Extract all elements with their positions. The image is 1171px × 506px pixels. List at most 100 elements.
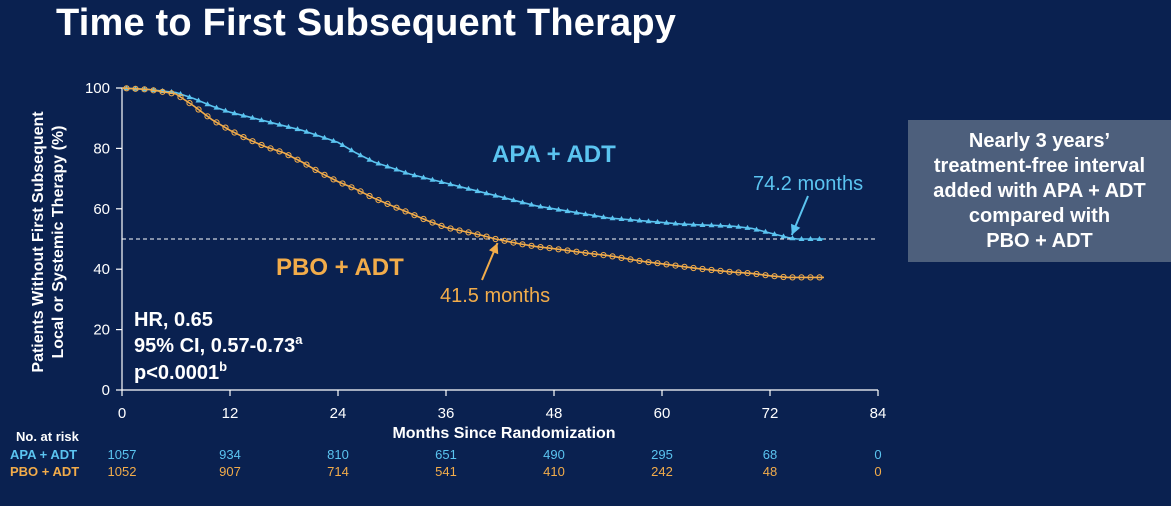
censor-marker-apa [330,137,337,143]
x-tick-label: 24 [330,405,347,422]
censor-marker-apa [186,94,193,100]
censor-marker-pbo [699,265,706,273]
censor-marker-apa [393,166,400,172]
censor-marker-pbo [591,250,598,258]
censor-marker-apa [573,209,580,215]
censor-marker-apa [249,114,256,120]
censor-marker-apa [204,101,211,107]
censor-marker-apa [717,222,724,228]
censor-marker-apa [402,169,409,175]
censor-marker-apa [771,231,778,237]
censor-marker-pbo [780,273,787,281]
censor-marker-pbo [321,171,328,178]
callout-line: added with APA + ADT [933,179,1146,202]
censor-marker-apa [357,152,364,158]
censor-marker-pbo [420,215,427,223]
callout-box: Nearly 3 years’ treatment-free interval … [908,120,1171,262]
censor-marker-pbo [411,212,418,219]
censor-marker-apa [321,134,328,140]
y-tick-label: 60 [93,201,110,218]
risk-value: 541 [435,464,457,479]
x-tick-label: 0 [118,405,126,422]
censor-marker-apa [798,236,805,241]
censor-marker-pbo [555,246,562,253]
y-ticks: 0 20 40 60 80 100 [85,80,122,399]
callout-line: treatment-free interval [933,154,1146,177]
censor-marker-apa [816,236,823,241]
y-axis-label-line: Patients Without First Subsequent [30,111,47,373]
censor-marker-pbo [546,245,553,252]
censor-marker-pbo [204,113,211,120]
stats-p-text: p<0.0001 [134,362,219,384]
censor-marker-apa [708,222,715,228]
risk-row-label-apa: APA + ADT [10,447,77,462]
risk-table-values: 1057 934 810 651 490 295 68 0 1052 907 714 541 410 24… [108,447,882,479]
x-ticks: 0 12 24 36 48 60 72 84 [118,390,887,422]
censor-marker-pbo [312,166,319,173]
censor-marker-pbo [582,249,589,256]
annotation-apa: 74.2 months [753,173,863,195]
censor-marker-apa [735,223,742,229]
censor-marker-apa [465,185,472,191]
series-label-pbo: PBO + ADT [276,254,404,281]
y-tick-label: 80 [93,140,110,157]
stats-hr: HR, 0.65 [134,309,213,331]
censor-marker-apa [294,126,301,132]
censor-marker-pbo [159,88,166,95]
censor-marker-pbo [429,219,436,226]
censor-marker-pbo [501,237,508,244]
censor-marker-pbo [708,266,715,274]
censor-marker-pbo [267,145,274,152]
risk-value: 242 [651,464,673,479]
risk-value: 810 [327,447,349,462]
censor-marker-apa [681,221,688,227]
censor-marker-pbo [717,267,724,274]
censor-marker-apa [420,174,427,180]
x-tick-label: 84 [870,405,887,422]
censor-marker-pbo [222,124,229,131]
y-tick-label: 100 [85,80,110,97]
callout-line: compared with [968,204,1111,227]
censor-marker-apa [690,221,697,227]
censor-marker-apa [384,163,391,169]
censor-marker-pbo [375,197,382,204]
censor-marker-pbo [636,257,643,264]
censor-marker-pbo [357,188,364,195]
censor-marker-pbo [231,129,238,136]
callout-line: Nearly 3 years’ [968,129,1111,152]
risk-value: 934 [219,447,241,462]
censor-marker-pbo [492,235,499,243]
censor-marker-pbo [285,152,292,159]
censor-marker-pbo [600,252,607,259]
censor-marker-apa [222,107,229,113]
censor-marker-apa [213,104,220,110]
censor-marker-apa [789,235,796,241]
stats-ci: 95% CI, 0.57-0.73a [134,332,303,357]
risk-value: 0 [874,464,881,479]
censor-marker-pbo [645,259,652,266]
stats-p-sup: b [219,359,227,374]
censor-marker-pbo [447,225,454,232]
censor-marker-apa [537,203,544,209]
censor-marker-pbo [663,261,670,268]
arrow-pbo-head [489,243,499,255]
x-tick-label: 36 [438,405,455,422]
censor-marker-pbo [186,100,193,107]
risk-value: 68 [763,447,777,462]
page-title: Time to First Subsequent Therapy [56,2,677,44]
censor-marker-pbo [654,260,661,267]
censor-marker-apa [303,128,310,134]
censor-marker-pbo [771,273,778,280]
arrow-apa-head [791,223,801,235]
risk-value: 0 [874,447,881,462]
censor-marker-pbo [438,222,445,229]
censor-marker-apa [645,218,652,224]
censor-marker-pbo [573,248,580,255]
censor-marker-apa [564,208,571,214]
censor-marker-apa [267,119,274,125]
censor-marker-pbo [456,227,463,234]
y-tick-label: 40 [93,261,110,278]
x-tick-label: 12 [222,405,239,422]
censor-marker-pbo [384,200,391,207]
censor-marker-pbo [519,241,526,248]
